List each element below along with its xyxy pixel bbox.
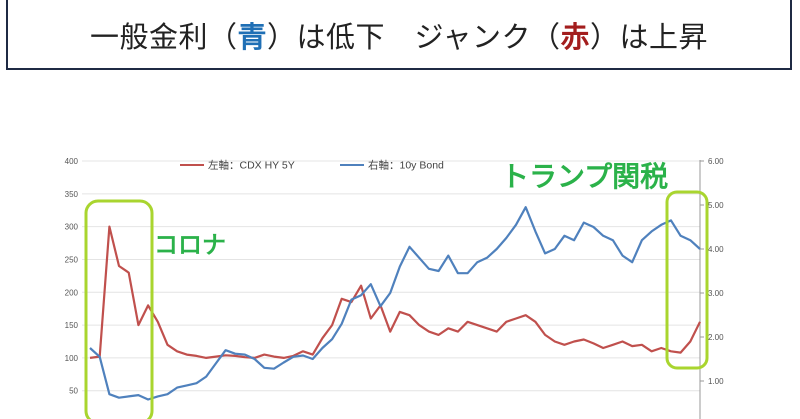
legend-label-cdx: 左軸：CDX HY 5Y [208,159,295,172]
annotation-covid: コロナ [154,231,226,259]
title-red-word: 赤 [560,20,591,54]
right-tick-label: 1.00 [708,377,724,386]
right-tick-label: 5.00 [708,201,724,210]
title-box: 一般金利（青）は低下 ジャンク（赤）は上昇 [6,0,792,70]
covid-highlight-box [84,199,154,419]
left-tick-label: 350 [65,190,79,199]
left-tick-label: 200 [65,288,79,297]
left-tick-label: 150 [65,321,79,330]
series-line-bond [89,206,701,401]
left-tick-label: 50 [69,387,78,396]
legend: 左軸：CDX HY 5Y 右軸：10y Bond [180,159,444,172]
legend-label-bond: 右軸：10y Bond [368,159,444,172]
annotation-tariff: トランプ関税 [501,160,668,193]
right-tick-label: 2.00 [708,333,724,342]
right-tick-label: 3.00 [708,289,724,298]
left-tick-label: 100 [65,354,79,363]
left-axis-ticks: 50 100 150 200 250 300 350 400 [65,157,700,396]
tariff-highlight-box [665,190,709,370]
right-tick-label: 6.00 [708,157,724,166]
right-tick-label: 4.00 [708,245,724,254]
left-tick-label: 400 [65,157,79,166]
right-axis-ticks: 1.00 2.00 3.00 4.00 5.00 6.00 [700,157,724,386]
page-title: 一般金利（青）は低下 ジャンク（赤）は上昇 [89,20,709,54]
series-line-cdx [89,225,701,359]
left-tick-label: 250 [65,255,79,264]
left-tick-label: 300 [65,223,79,232]
title-blue-word: 青 [237,20,267,54]
